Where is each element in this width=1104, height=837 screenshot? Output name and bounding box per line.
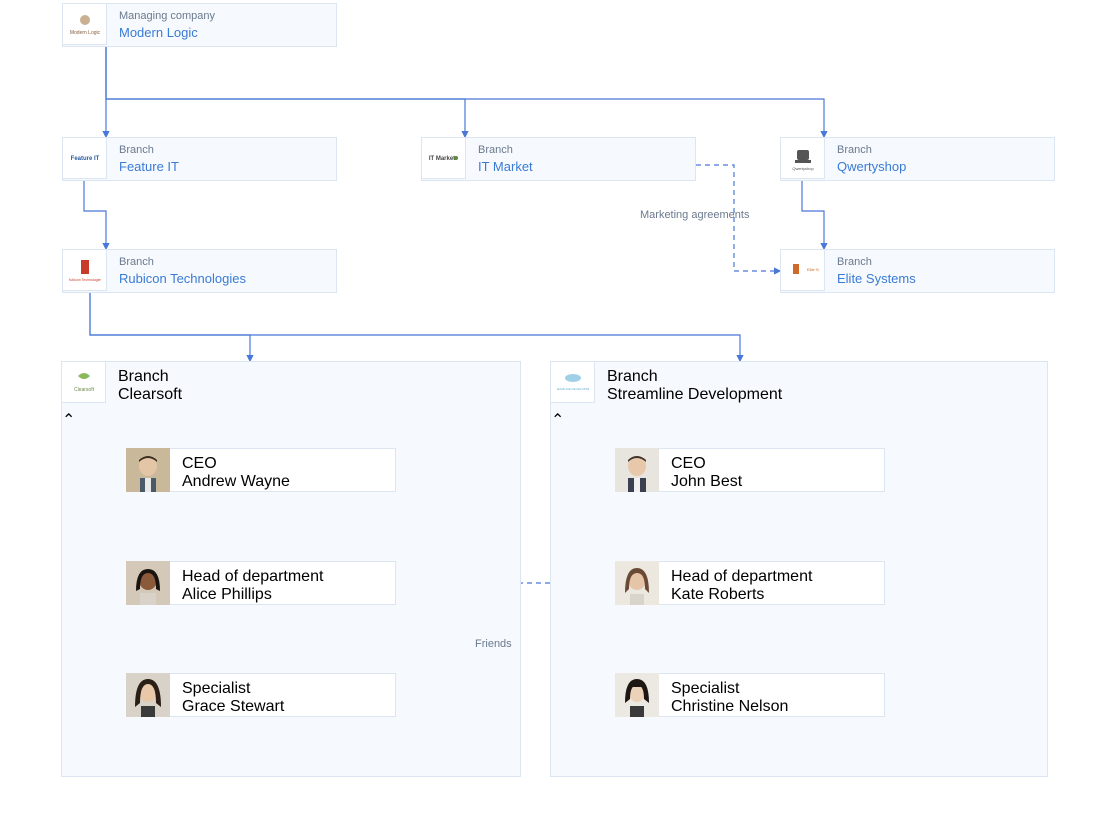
edge-qwerty-elite — [802, 181, 824, 249]
node-name-link[interactable]: Qwertyshop — [837, 159, 1042, 174]
logo-modern-logic: Modern Logic — [62, 3, 107, 45]
logo-qwertyshop: Qwertyshop — [780, 137, 825, 179]
person-role: Specialist — [182, 680, 284, 698]
logo-streamline: STREAMLINE DEVELOPMENT — [550, 361, 595, 403]
edge-root-qwerty — [106, 47, 824, 137]
node-role: Branch — [118, 368, 508, 386]
org-chart-canvas: Modern Logic Managing company Modern Log… — [0, 0, 1104, 837]
person-role: Head of department — [182, 568, 323, 586]
collapse-chevron-icon[interactable]: ⌃ — [551, 412, 564, 429]
person-andrew-wayne[interactable]: CEO Andrew Wayne — [126, 448, 396, 492]
person-name-link[interactable]: Grace Stewart — [182, 698, 284, 716]
person-name-link[interactable]: Christine Nelson — [671, 698, 788, 716]
node-role: Branch — [607, 368, 1035, 386]
avatar — [615, 448, 659, 492]
person-alice-phillips[interactable]: Head of department Alice Phillips — [126, 561, 396, 605]
svg-text:Qwertyshop: Qwertyshop — [792, 166, 814, 171]
edge-label-grace-kate: Friends — [475, 638, 512, 650]
person-role: Specialist — [671, 680, 788, 698]
node-modern-logic[interactable]: Modern Logic Managing company Modern Log… — [62, 3, 337, 47]
logo-elite-systems: Elite Systems — [780, 249, 825, 291]
node-qwertyshop[interactable]: Qwertyshop Branch Qwertyshop — [780, 137, 1055, 181]
edge-rubicon-streamline — [90, 293, 740, 361]
node-role: Managing company — [119, 10, 324, 22]
svg-text:Modern Logic: Modern Logic — [69, 30, 100, 36]
person-name-link[interactable]: John Best — [671, 473, 742, 491]
edge-rubicon-clearsoft — [90, 293, 250, 361]
node-name-link[interactable]: Clearsoft — [118, 386, 508, 404]
person-role: CEO — [671, 455, 742, 473]
avatar — [126, 673, 170, 717]
person-name-link[interactable]: Alice Phillips — [182, 586, 323, 604]
svg-text:Feature IT: Feature IT — [70, 156, 99, 162]
svg-text:Clearsoft: Clearsoft — [73, 387, 94, 393]
node-rubicon[interactable]: Rubicon Technologies Branch Rubicon Tech… — [62, 249, 337, 293]
node-name-link[interactable]: Modern Logic — [119, 25, 324, 40]
node-name-link[interactable]: Streamline Development — [607, 386, 1035, 404]
logo-rubicon: Rubicon Technologies — [62, 249, 107, 291]
person-grace-stewart[interactable]: Specialist Grace Stewart — [126, 673, 396, 717]
logo-clearsoft: Clearsoft — [61, 361, 106, 403]
person-john-best[interactable]: CEO John Best — [615, 448, 885, 492]
collapse-chevron-icon[interactable]: ⌃ — [62, 412, 75, 429]
node-role: Branch — [478, 144, 683, 156]
logo-it-market: IT Market — [421, 137, 466, 179]
node-elite-systems[interactable]: Elite Systems Branch Elite Systems — [780, 249, 1055, 293]
person-role: CEO — [182, 455, 290, 473]
node-role: Branch — [837, 144, 1042, 156]
node-role: Branch — [837, 256, 1042, 268]
node-role: Branch — [119, 144, 324, 156]
node-feature-it[interactable]: Feature IT Branch Feature IT — [62, 137, 337, 181]
node-role: Branch — [119, 256, 324, 268]
person-role: Head of department — [671, 568, 812, 586]
svg-text:IT Market: IT Market — [428, 156, 454, 162]
avatar — [615, 673, 659, 717]
svg-text:Rubicon Technologies: Rubicon Technologies — [69, 278, 101, 282]
person-kate-roberts[interactable]: Head of department Kate Roberts — [615, 561, 885, 605]
edge-label-it-elite: Marketing agreements — [640, 209, 749, 221]
person-christine-nelson[interactable]: Specialist Christine Nelson — [615, 673, 885, 717]
avatar — [126, 448, 170, 492]
avatar — [615, 561, 659, 605]
node-it-market[interactable]: IT Market Branch IT Market — [421, 137, 696, 181]
node-name-link[interactable]: Feature IT — [119, 159, 324, 174]
avatar — [126, 561, 170, 605]
node-name-link[interactable]: Rubicon Technologies — [119, 271, 324, 286]
person-name-link[interactable]: Kate Roberts — [671, 586, 812, 604]
node-name-link[interactable]: IT Market — [478, 159, 683, 174]
edge-root-it — [106, 47, 465, 137]
node-name-link[interactable]: Elite Systems — [837, 271, 1042, 286]
person-name-link[interactable]: Andrew Wayne — [182, 473, 290, 491]
logo-feature-it: Feature IT — [62, 137, 107, 179]
svg-text:STREAMLINE DEVELOPMENT: STREAMLINE DEVELOPMENT — [557, 387, 589, 391]
svg-text:Elite Systems: Elite Systems — [807, 267, 819, 272]
edge-feature-rubicon — [84, 181, 106, 249]
